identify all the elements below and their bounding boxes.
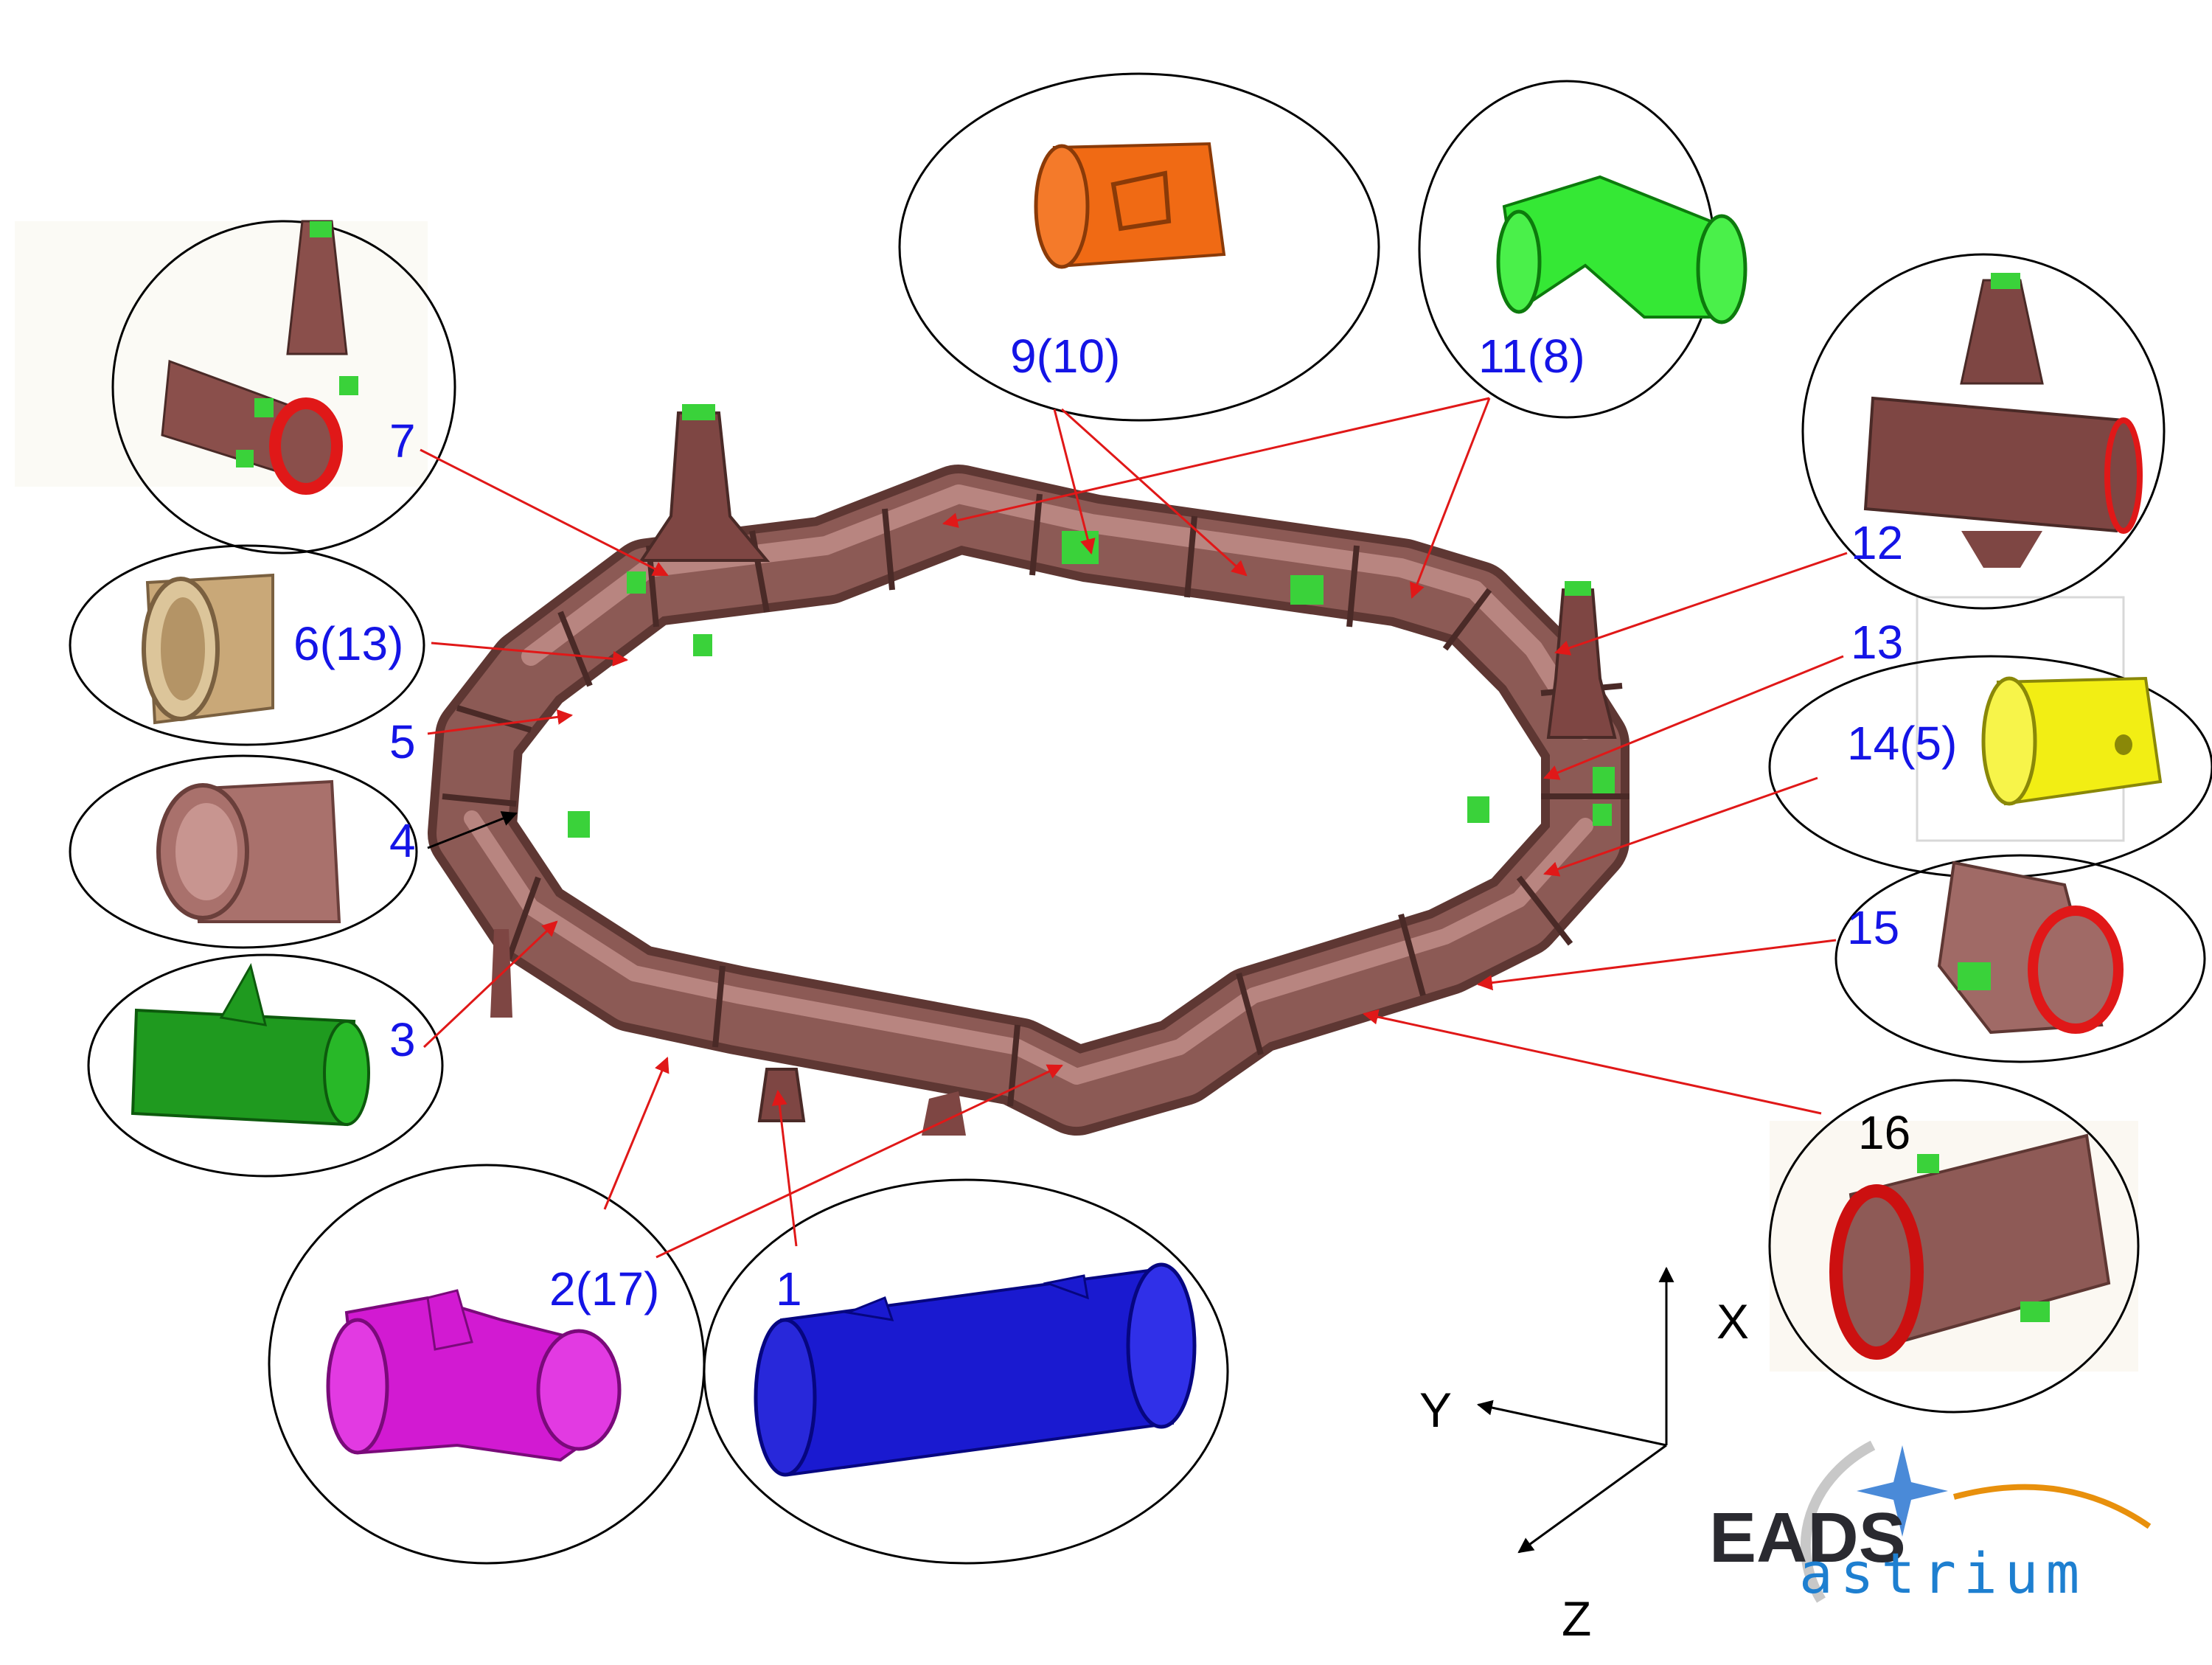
detail-ellipse-part-16	[1768, 1079, 2140, 1414]
sparkle-star-icon	[1857, 1445, 1948, 1537]
detail-ellipse-part-12	[1801, 253, 2166, 610]
support-tower	[639, 404, 771, 562]
part-labels: 7 6(13) 5 4 3 2(17) 1 9(10) 11(8) 12 13 …	[293, 330, 1957, 1315]
label-part-12: 12	[1851, 516, 1903, 569]
detail-ellipse-part-4	[69, 754, 418, 949]
axis-label-z: Z	[1562, 1591, 1591, 1646]
detail-ellipse-part-15	[1834, 854, 2206, 1063]
label-part-16: 16	[1858, 1106, 1910, 1159]
logo-astrium-text: astrium	[1799, 1540, 2087, 1606]
label-part-2: 2(17)	[549, 1262, 659, 1315]
coordinate-axes: X Y Z	[1419, 1266, 1749, 1646]
label-part-9: 9(10)	[1010, 330, 1120, 383]
label-part-5: 5	[389, 715, 416, 768]
label-part-3: 3	[389, 1013, 416, 1066]
leader-lines	[420, 397, 1848, 1259]
axis-label-x: X	[1717, 1294, 1749, 1349]
detail-ellipse-part-14	[1768, 655, 2212, 879]
detail-ellipse-part-2	[268, 1164, 706, 1565]
label-part-13: 13	[1851, 616, 1903, 669]
detail-ellipse-part-11	[1418, 80, 1747, 419]
label-part-4: 4	[389, 814, 416, 867]
green-pad	[568, 531, 1615, 838]
axis-label-y: Y	[1419, 1383, 1452, 1437]
detail-ellipse-part-7	[111, 220, 456, 555]
detail-ellipse-part-9	[898, 72, 1380, 422]
detail-ellipse-part-1	[703, 1178, 1229, 1565]
logo-eads-text: EADS	[1709, 1498, 1906, 1577]
detail-ellipse-part-6	[69, 544, 425, 746]
label-part-6: 6(13)	[293, 617, 403, 670]
label-part-14: 14(5)	[1847, 717, 1957, 770]
label-part-11: 11(8)	[1478, 330, 1585, 383]
detail-ellipse-part-3	[87, 953, 444, 1178]
label-part-7: 7	[389, 414, 416, 467]
leader-line-part-4	[427, 811, 518, 849]
eads-astrium-logo: EADS astrium	[1709, 1440, 2152, 1606]
label-part-15: 15	[1847, 901, 1899, 954]
vacuum-vessel-ring	[428, 404, 1630, 1136]
support-tower	[1546, 581, 1617, 739]
label-part-1: 1	[776, 1262, 802, 1315]
